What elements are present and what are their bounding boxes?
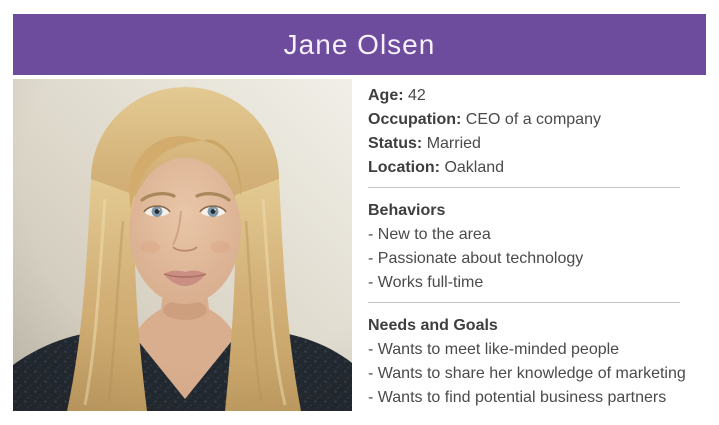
- section-needs-goals: Needs and Goals - Wants to meet like-min…: [368, 314, 706, 410]
- section-title: Behaviors: [368, 202, 446, 219]
- detail-value: Oakland: [444, 159, 505, 176]
- detail-label: Age:: [368, 87, 404, 104]
- detail-value: Married: [426, 135, 481, 152]
- details-list: Age: 42 Occupation: CEO of a company Sta…: [368, 84, 706, 180]
- list-item: - Passionate about technology: [368, 250, 584, 267]
- persona-photo: [13, 79, 352, 411]
- portrait-illustration: [13, 79, 352, 411]
- photo-vignette: [13, 79, 352, 411]
- detail-value: 42: [408, 87, 426, 104]
- section-behaviors: Behaviors - New to the area - Passionate…: [368, 199, 706, 295]
- detail-label: Status:: [368, 135, 423, 152]
- persona-name: Jane Olsen: [283, 28, 436, 60]
- section-title: Needs and Goals: [368, 317, 498, 334]
- detail-row: Status: Married: [368, 132, 706, 156]
- detail-label: Location:: [368, 159, 440, 176]
- list-item: - Works full-time: [368, 274, 484, 291]
- list-item: - Wants to share her knowledge of market…: [368, 365, 686, 382]
- detail-label: Occupation:: [368, 111, 462, 128]
- list-item: - Wants to meet like-minded people: [368, 341, 620, 358]
- list-item: - Wants to find potential business partn…: [368, 389, 667, 406]
- list-item: - New to the area: [368, 226, 491, 243]
- detail-row: Location: Oakland: [368, 156, 706, 180]
- divider: [368, 187, 680, 188]
- persona-info: Age: 42 Occupation: CEO of a company Sta…: [368, 84, 706, 410]
- detail-row: Occupation: CEO of a company: [368, 108, 706, 132]
- divider: [368, 302, 680, 303]
- detail-value: CEO of a company: [465, 111, 601, 128]
- detail-row: Age: 42: [368, 84, 706, 108]
- header-banner: Jane Olsen: [13, 14, 706, 75]
